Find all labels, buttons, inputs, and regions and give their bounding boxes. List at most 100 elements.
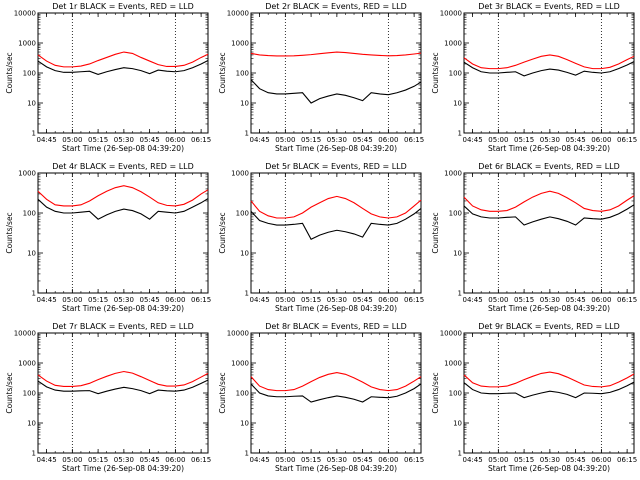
x-axis-label: Start Time (26-Sep-08 04:39:20) [488, 144, 610, 153]
series-line-events [250, 79, 422, 104]
y-axis-label: Counts/sec [431, 212, 440, 253]
y-tick-label: 100 [449, 390, 462, 398]
chart-title: Det 4r BLACK = Events, RED = LLD [52, 162, 194, 171]
y-tick-label: 10 [453, 100, 462, 108]
x-tick-label: 05:15 [514, 296, 534, 304]
x-axis-label: Start Time (26-Sep-08 04:39:20) [488, 464, 610, 473]
detector-chart: Det 2r BLACK = Events, RED = LLD 1 10 100 10… [218, 2, 424, 153]
x-tick-label: 05:30 [114, 296, 134, 304]
x-tick-label: 05:45 [140, 296, 160, 304]
x-tick-label: 05:15 [301, 296, 321, 304]
x-tick-label: 04:45 [36, 136, 56, 144]
x-tick-label: 06:15 [404, 456, 424, 464]
detector-chart: Det 1r BLACK = Events, RED = LLD 1 10 100 10… [5, 2, 211, 153]
y-tick-label: 1 [32, 450, 36, 458]
x-tick-label: 04:45 [36, 296, 56, 304]
series-line-lld [463, 54, 635, 70]
y-tick-label: 1 [245, 290, 249, 298]
x-tick-label: 06:15 [404, 296, 424, 304]
x-axis-label: Start Time (26-Sep-08 04:39:20) [488, 304, 610, 313]
x-tick-label: 05:15 [88, 296, 108, 304]
y-tick-label: 100 [236, 390, 249, 398]
chart-title: Det 6r BLACK = Events, RED = LLD [478, 162, 620, 171]
plot-frame [463, 172, 635, 294]
x-tick-label: 04:45 [462, 296, 482, 304]
series-line-lld [250, 51, 422, 57]
x-tick-label: 05:30 [540, 136, 560, 144]
detector-chart: Det 3r BLACK = Events, RED = LLD 1 10 100 10… [431, 2, 637, 153]
y-tick-label: 10 [27, 420, 36, 428]
x-tick-label: 05:30 [327, 296, 347, 304]
series-line-lld [37, 370, 209, 388]
x-tick-label: 05:15 [88, 456, 108, 464]
y-axis-label: Counts/sec [5, 52, 14, 93]
x-axis-label: Start Time (26-Sep-08 04:39:20) [62, 144, 184, 153]
x-tick-label: 06:00 [591, 456, 611, 464]
y-tick-label: 1 [458, 450, 462, 458]
plot-frame [37, 172, 209, 294]
x-tick-label: 05:00 [275, 456, 295, 464]
y-tick-label: 1000 [18, 170, 36, 178]
x-tick-label: 05:45 [140, 456, 160, 464]
x-tick-label: 04:45 [462, 456, 482, 464]
y-axis-label: Counts/sec [218, 212, 227, 253]
y-tick-label: 1 [32, 130, 36, 138]
y-tick-label: 1000 [18, 360, 36, 368]
series-line-events [463, 381, 635, 399]
x-tick-label: 04:45 [36, 456, 56, 464]
x-tick-label: 05:30 [327, 456, 347, 464]
detector-chart: Det 4r BLACK = Events, RED = LLD 1 10 100 10… [5, 162, 211, 313]
y-tick-label: 10000 [440, 330, 462, 338]
y-tick-label: 100 [236, 210, 249, 218]
y-tick-label: 100 [23, 390, 36, 398]
chart-title: Det 3r BLACK = Events, RED = LLD [478, 2, 620, 11]
x-tick-label: 05:30 [540, 296, 560, 304]
series-line-lld [250, 195, 422, 219]
y-axis-label: Counts/sec [431, 372, 440, 413]
x-tick-label: 04:45 [249, 136, 269, 144]
y-tick-label: 10 [453, 250, 462, 258]
x-tick-label: 05:00 [488, 136, 508, 144]
x-tick-label: 05:00 [62, 136, 82, 144]
y-axis-label: Counts/sec [218, 372, 227, 413]
y-tick-label: 10 [240, 250, 249, 258]
detector-chart: Det 9r BLACK = Events, RED = LLD 1 10 100 10… [431, 322, 637, 473]
x-tick-label: 05:30 [327, 136, 347, 144]
x-tick-label: 05:15 [514, 136, 534, 144]
series-line-lld [37, 51, 209, 68]
chart-title: Det 1r BLACK = Events, RED = LLD [52, 2, 194, 11]
x-tick-label: 05:45 [566, 136, 586, 144]
y-tick-label: 1000 [444, 170, 462, 178]
plot-frame [250, 332, 422, 454]
y-tick-label: 1000 [444, 40, 462, 48]
y-tick-label: 100 [236, 70, 249, 78]
series-line-lld [463, 190, 635, 212]
plot-frame [37, 12, 209, 134]
x-tick-label: 06:00 [165, 136, 185, 144]
y-tick-label: 1000 [18, 40, 36, 48]
series-line-events [463, 61, 635, 77]
y-tick-label: 1 [245, 450, 249, 458]
plot-frame [37, 332, 209, 454]
x-tick-label: 05:00 [488, 296, 508, 304]
x-tick-label: 05:45 [140, 136, 160, 144]
x-tick-label: 05:00 [488, 456, 508, 464]
x-tick-label: 05:45 [566, 456, 586, 464]
plot-frame [250, 12, 422, 134]
chart-title: Det 8r BLACK = Events, RED = LLD [265, 322, 407, 331]
series-line-events [250, 208, 422, 241]
y-tick-label: 100 [23, 210, 36, 218]
y-axis-label: Counts/sec [5, 212, 14, 253]
y-tick-label: 10 [27, 250, 36, 258]
y-tick-label: 10 [453, 420, 462, 428]
x-tick-label: 04:45 [462, 136, 482, 144]
x-tick-label: 06:00 [165, 296, 185, 304]
x-tick-label: 05:30 [540, 456, 560, 464]
y-tick-label: 1 [458, 130, 462, 138]
y-tick-label: 10 [240, 100, 249, 108]
x-tick-label: 05:45 [566, 296, 586, 304]
x-tick-label: 05:15 [301, 136, 321, 144]
x-tick-label: 06:00 [591, 296, 611, 304]
x-tick-label: 05:15 [88, 136, 108, 144]
x-tick-label: 06:15 [404, 136, 424, 144]
